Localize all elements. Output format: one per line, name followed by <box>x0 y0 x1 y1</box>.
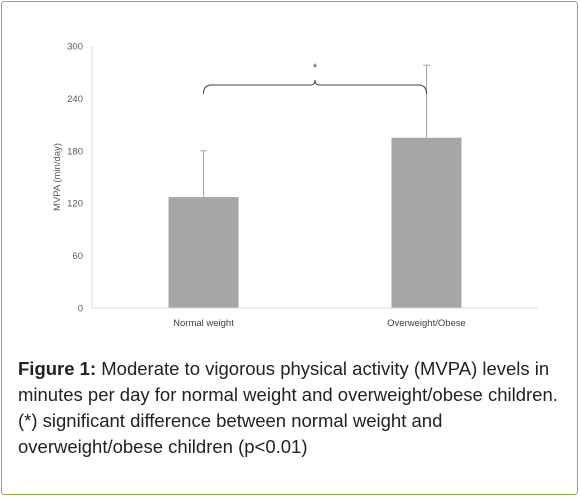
y-tick-label: 180 <box>67 146 83 157</box>
bar <box>168 197 239 308</box>
y-tick-label: 300 <box>67 42 83 53</box>
y-tick-label: 60 <box>72 251 83 262</box>
x-tick-label: Overweight/Obese <box>387 318 466 329</box>
caption-label: Figure 1: <box>18 358 97 379</box>
caption-text: Moderate to vigorous physical activity (… <box>18 358 558 457</box>
significance-bracket: * <box>203 62 427 95</box>
y-tick-label: 120 <box>67 199 83 210</box>
y-tick-label: 240 <box>67 94 83 105</box>
y-axis-label: MVPA (min/day) <box>52 143 63 211</box>
bar-chart: 0 60 120 180 240 300 MVPA (min/day) * Normal w… <box>52 42 538 329</box>
significance-label: * <box>313 62 318 74</box>
bar <box>391 137 462 308</box>
figure-caption: Figure 1: Moderate to vigorous physical … <box>18 356 566 460</box>
y-axis: 0 60 120 180 240 300 MVPA (min/day) <box>52 42 93 315</box>
significance-brace <box>203 79 427 95</box>
x-tick-label: Normal weight <box>173 318 234 329</box>
bars <box>168 64 462 308</box>
y-tick-label: 0 <box>78 304 83 315</box>
x-axis: Normal weight Overweight/Obese <box>92 307 538 329</box>
